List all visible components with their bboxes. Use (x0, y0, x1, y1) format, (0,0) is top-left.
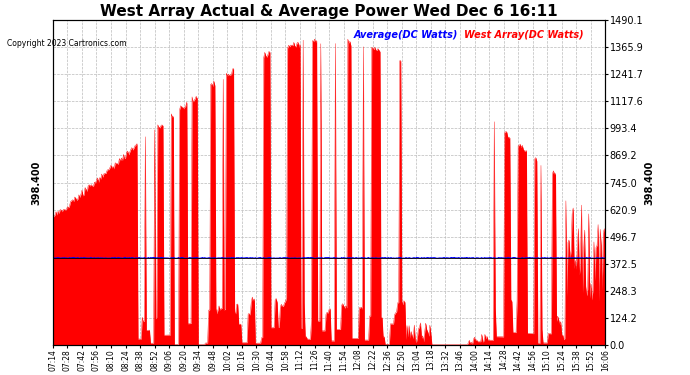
Y-axis label: 398.400: 398.400 (644, 160, 655, 205)
Text: West Array(DC Watts): West Array(DC Watts) (464, 30, 584, 40)
Text: Copyright 2023 Cartronics.com: Copyright 2023 Cartronics.com (7, 39, 126, 48)
Title: West Array Actual & Average Power Wed Dec 6 16:11: West Array Actual & Average Power Wed De… (100, 4, 558, 19)
Y-axis label: 398.400: 398.400 (32, 160, 42, 205)
Text: Average(DC Watts): Average(DC Watts) (354, 30, 458, 40)
